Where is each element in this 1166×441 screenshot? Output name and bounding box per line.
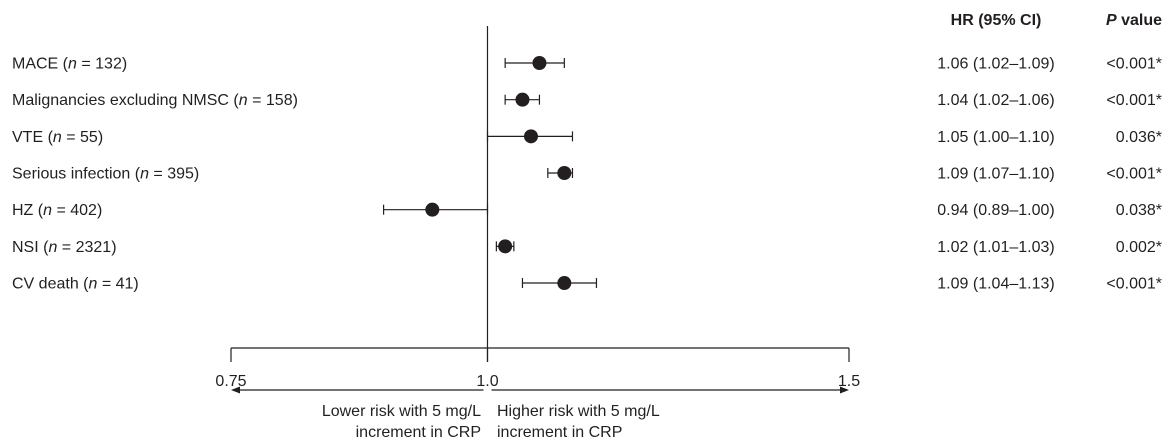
p-value: 0.002* <box>1116 239 1162 256</box>
italic-n: n <box>140 166 149 183</box>
lower-risk-label: Lower risk with 5 mg/L <box>322 403 481 420</box>
label-text: = 41) <box>97 276 138 293</box>
higher-risk-arrow <box>491 386 849 394</box>
hr-point <box>425 202 440 217</box>
lower-risk-arrowhead <box>231 386 240 394</box>
hr-point <box>532 56 547 70</box>
label-text: NSI ( <box>12 239 49 256</box>
lower-risk-arrow <box>231 386 484 394</box>
label-text: Malignancies excluding NMSC ( <box>12 92 239 109</box>
italic-p: P <box>1106 12 1117 29</box>
italic-n: n <box>239 92 248 109</box>
label-text: = 395) <box>149 166 199 183</box>
p-value: <0.001* <box>1106 56 1162 73</box>
forest-row: NSI (n = 2321) 1.02 (1.01–1.03) 0.002* <box>12 239 1162 256</box>
p-value: 0.038* <box>1116 202 1162 219</box>
forest-row: HZ (n = 402) 0.94 (0.89–1.00) 0.038* <box>12 202 1162 219</box>
row-label: CV death (n = 41) <box>12 276 139 293</box>
hr-ci-value: 0.94 (0.89–1.00) <box>937 202 1054 219</box>
forest-rows: MACE (n = 132) 1.06 (1.02–1.09) <0.001*Mal… <box>12 56 1162 293</box>
label-text: VTE ( <box>12 129 54 146</box>
row-label: Serious infection (n = 395) <box>12 166 199 183</box>
forest-row: MACE (n = 132) 1.06 (1.02–1.09) <0.001* <box>12 56 1162 73</box>
lower-risk-label: increment in CRP <box>356 424 481 441</box>
hr-ci-column-header: HR (95% CI) <box>951 12 1042 29</box>
risk-direction-annotations: Lower risk with 5 mg/L increment in CRP Hi… <box>231 386 849 441</box>
higher-risk-label: Higher risk with 5 mg/L <box>497 403 660 420</box>
p-value: 0.036* <box>1116 129 1162 146</box>
italic-n: n <box>68 56 77 73</box>
x-tick-label: 0.75 <box>215 373 246 390</box>
hr-ci-value: 1.06 (1.02–1.09) <box>937 56 1054 73</box>
label-text: MACE ( <box>12 56 69 73</box>
row-label: HZ (n = 402) <box>12 202 102 219</box>
label-text: = 2321) <box>57 239 116 256</box>
p-value: <0.001* <box>1106 276 1162 293</box>
label-text: = 402) <box>52 202 102 219</box>
label-text: Serious infection ( <box>12 166 141 183</box>
x-axis: 0.75 1.0 1.5 <box>215 26 860 390</box>
label-text: = 132) <box>77 56 127 73</box>
italic-n: n <box>53 129 62 146</box>
italic-n: n <box>88 276 97 293</box>
hr-ci-value: 1.02 (1.01–1.03) <box>937 239 1054 256</box>
hr-point <box>523 129 538 144</box>
row-label: VTE (n = 55) <box>12 129 103 146</box>
forest-row: Malignancies excluding NMSC (n = 158) 1.0… <box>12 92 1162 109</box>
p-value-column-header: P value <box>1106 12 1162 29</box>
hr-ci-value: 1.09 (1.04–1.13) <box>937 276 1054 293</box>
italic-n: n <box>43 202 52 219</box>
higher-risk-label: increment in CRP <box>497 424 622 441</box>
row-label: MACE (n = 132) <box>12 56 127 73</box>
label-text: HZ ( <box>12 202 44 219</box>
hr-ci-value: 1.05 (1.00–1.10) <box>937 129 1054 146</box>
column-headers: HR (95% CI) P value <box>951 12 1162 29</box>
forest-row: Serious infection (n = 395) 1.09 (1.07–1.… <box>12 166 1162 183</box>
forest-row: VTE (n = 55) 1.05 (1.00–1.10) 0.036* <box>12 129 1162 146</box>
row-label: Malignancies excluding NMSC (n = 158) <box>12 92 298 109</box>
label-text: = 55) <box>62 129 103 146</box>
forest-row: CV death (n = 41) 1.09 (1.04–1.13) <0.001* <box>12 276 1162 293</box>
row-label: NSI (n = 2321) <box>12 239 117 256</box>
p-value: <0.001* <box>1106 92 1162 109</box>
x-tick-label: 1.5 <box>838 373 860 390</box>
italic-n: n <box>48 239 57 256</box>
hr-point <box>498 239 513 254</box>
hr-ci-value: 1.09 (1.07–1.10) <box>937 166 1054 183</box>
x-tick-label: 1.0 <box>476 373 498 390</box>
hr-point <box>515 92 530 107</box>
hr-point <box>557 276 572 291</box>
p-value: <0.001* <box>1106 166 1162 183</box>
hr-ci-value: 1.04 (1.02–1.06) <box>937 92 1054 109</box>
hr-point <box>557 166 572 181</box>
label-text: = 158) <box>248 92 298 109</box>
header-text: value <box>1117 12 1162 29</box>
higher-risk-arrowhead <box>840 386 849 394</box>
label-text: CV death ( <box>12 276 89 293</box>
